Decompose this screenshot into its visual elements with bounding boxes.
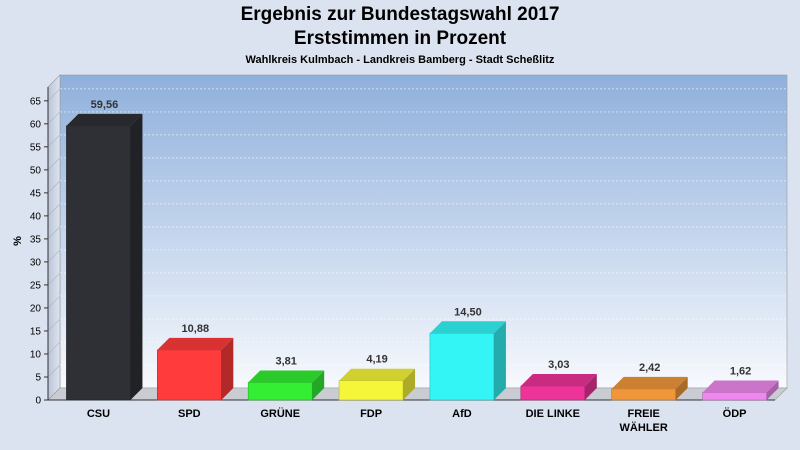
bar-front [338, 380, 404, 401]
x-tick-label: CSU [87, 408, 110, 420]
y-tick-label: 20 [30, 303, 42, 314]
bar-side [675, 376, 688, 400]
bar-1 [157, 337, 234, 401]
value-label: 10,88 [182, 323, 210, 335]
bar-side [312, 370, 325, 400]
bar-2 [247, 370, 325, 401]
gridline-wall [47, 111, 61, 125]
bar-top [611, 376, 688, 389]
bar-top [157, 337, 234, 350]
bar-front [157, 349, 222, 401]
value-label: 14,50 [454, 306, 482, 318]
bar-side [221, 337, 234, 400]
gridline-wall [47, 272, 61, 286]
bar-front [66, 125, 131, 401]
bar-6 [611, 376, 688, 401]
bar-top [66, 113, 143, 126]
y-tick-label: 0 [35, 396, 41, 407]
gridline-wall [47, 249, 61, 263]
bar-front [520, 385, 586, 401]
y-axis-label: % [12, 236, 24, 246]
bar-front [247, 382, 313, 401]
bar-side [584, 374, 597, 400]
bar-front [429, 332, 495, 401]
bar-7 [702, 380, 779, 401]
x-tick-label: WÄHLER [620, 421, 668, 434]
x-tick-label: SPD [178, 408, 201, 420]
y-tick-label: 25 [30, 280, 42, 291]
plot-background [59, 74, 788, 389]
gridline-wall [47, 134, 61, 148]
value-label: 3,03 [548, 359, 569, 371]
y-tick-label: 40 [30, 211, 42, 222]
y-tick-label: 15 [30, 326, 42, 337]
x-tick-label: AfD [452, 408, 472, 420]
bar-side [766, 380, 779, 400]
bar-side [403, 368, 416, 400]
x-tick-label: FREIE [627, 408, 659, 420]
gridline-wall [47, 318, 61, 332]
chart-title: Ergebnis zur Bundestagswahl 2017 [240, 4, 560, 25]
bar-3 [338, 368, 416, 401]
x-tick-label: DIE LINKE [526, 408, 580, 420]
chart-caption: Wahlkreis Kulmbach - Landkreis Bamberg -… [245, 54, 555, 66]
bar-top [702, 380, 779, 393]
value-label: 3,81 [275, 355, 296, 367]
y-tick-label: 10 [30, 349, 42, 360]
value-label: 2,42 [639, 362, 660, 374]
x-tick-label: GRÜNE [260, 407, 300, 420]
y-tick-label: 60 [30, 119, 42, 130]
bar-top [520, 374, 597, 387]
x-tick-label: ÖDP [723, 407, 747, 420]
y-tick-label: 35 [30, 234, 42, 245]
y-tick-label: 5 [35, 372, 41, 383]
value-label: 4,19 [366, 354, 387, 366]
value-label: 1,62 [730, 366, 751, 378]
x-tick-label: FDP [360, 408, 382, 420]
gridline-wall [47, 364, 61, 378]
bar-top [339, 368, 416, 381]
bar-top [248, 370, 325, 383]
y-tick-label: 65 [30, 96, 42, 107]
y-tick-label: 50 [30, 165, 42, 176]
y-tick-label: 45 [30, 188, 42, 199]
gridline-wall [47, 88, 61, 102]
gridline-wall [47, 295, 61, 309]
y-tick-label: 30 [30, 257, 42, 268]
bar-side [130, 113, 143, 401]
value-label: 59,56 [91, 99, 119, 111]
gridline-wall [47, 180, 61, 194]
bar-5 [520, 374, 597, 401]
chart-subtitle: Erststimmen in Prozent [293, 28, 507, 49]
bar-4 [429, 321, 506, 401]
gridline-wall [47, 226, 61, 240]
bar-0 [66, 113, 143, 401]
gridline-wall [47, 157, 61, 171]
y-tick-label: 55 [30, 142, 42, 153]
gridline-wall [47, 203, 61, 217]
bar-front [611, 388, 676, 401]
bar-front [702, 392, 767, 401]
bar-top [429, 321, 506, 334]
bar-side [493, 321, 506, 400]
gridline-wall [47, 341, 61, 355]
